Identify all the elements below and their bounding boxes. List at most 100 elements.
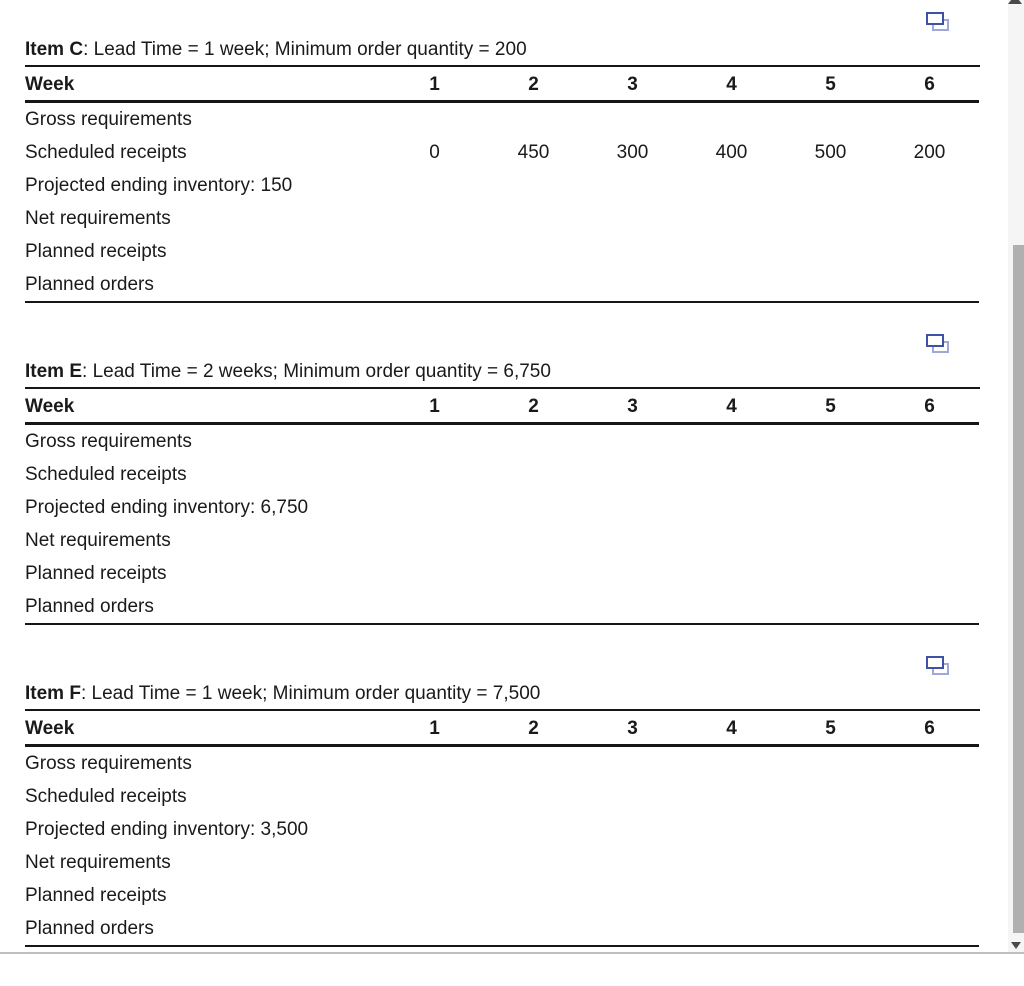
item-f-section: Item F: Lead Time = 1 week; Minimum orde…: [0, 625, 1008, 947]
table-row: Net requirements: [25, 846, 979, 879]
mrp-table-item-e: Week 1 2 3 4 5 6 Gross requirements Sche…: [25, 389, 979, 625]
row-label: Planned receipts: [25, 240, 167, 262]
row-label: Gross requirements: [25, 752, 192, 774]
value-cell: [880, 169, 979, 202]
value-cell: [880, 524, 979, 557]
value-cell: [682, 169, 781, 202]
row-label: Projected ending inventory: 150: [25, 174, 293, 196]
value-cell: [781, 879, 880, 912]
value-cell: [583, 491, 682, 524]
value-cell: [682, 557, 781, 590]
value-cell: [583, 524, 682, 557]
value-cell: [385, 169, 484, 202]
week-number-header: 2: [484, 711, 583, 747]
table-row: Scheduled receipts: [25, 458, 979, 491]
week-number-header: 6: [880, 389, 979, 425]
row-label: Planned receipts: [25, 884, 167, 906]
value-cell: 300: [616, 141, 649, 163]
table-row: Planned orders: [25, 912, 979, 947]
value-cell: [880, 912, 979, 947]
value-cell: [583, 102, 682, 137]
value-cell: [583, 458, 682, 491]
copy-icon: [926, 12, 950, 35]
value-cell: [781, 846, 880, 879]
value-cell: [583, 846, 682, 879]
item-name: Item F: [25, 683, 81, 704]
value-cell: [583, 912, 682, 947]
mrp-table-item-f: Week 1 2 3 4 5 6 Gross requirements Sche…: [25, 711, 979, 947]
section-title: Item F: Lead Time = 1 week; Minimum orde…: [25, 682, 980, 711]
item-c-section: Item C: Lead Time = 1 week; Minimum orde…: [0, 0, 1008, 303]
week-number-header: 4: [682, 67, 781, 103]
week-column-header: Week: [25, 711, 385, 747]
table-row: Planned receipts: [25, 235, 979, 268]
week-number-header: 1: [385, 67, 484, 103]
value-cell: [385, 746, 484, 781]
value-cell: 400: [715, 141, 748, 163]
row-label: Net requirements: [25, 529, 171, 551]
table-row: Gross requirements: [25, 746, 979, 781]
scrollbar-thumb[interactable]: [1013, 245, 1024, 933]
value-cell: [385, 424, 484, 459]
scroll-down-icon[interactable]: [1011, 942, 1021, 949]
item-name: Item E: [25, 361, 83, 382]
copy-icon: [926, 656, 950, 679]
copy-table-button[interactable]: [926, 12, 950, 32]
value-cell: [880, 879, 979, 912]
table-row: Planned orders: [25, 590, 979, 625]
week-column-header: Week: [25, 389, 385, 425]
value-cell: [484, 912, 583, 947]
week-number-header: 2: [484, 67, 583, 103]
value-cell: [385, 879, 484, 912]
value-cell: 0: [429, 141, 440, 163]
item-f-toolbar: [0, 656, 1008, 676]
copy-table-button[interactable]: [926, 334, 950, 354]
value-cell: [781, 746, 880, 781]
value-cell: [583, 235, 682, 268]
value-cell: [484, 590, 583, 625]
value-cell: [583, 879, 682, 912]
value-cell: [781, 202, 880, 235]
scroll-up-icon[interactable]: [1008, 0, 1022, 4]
value-cell: [484, 235, 583, 268]
value-cell: [880, 202, 979, 235]
item-c-toolbar: [0, 12, 1008, 32]
value-cell: [880, 424, 979, 459]
row-label: Projected ending inventory: 6,750: [25, 496, 309, 518]
row-label: Projected ending inventory: 3,500: [25, 818, 309, 840]
value-cell: [781, 235, 880, 268]
value-cell: [880, 102, 979, 137]
table-row: Net requirements: [25, 202, 979, 235]
value-cell: [385, 202, 484, 235]
value-cell: [484, 102, 583, 137]
value-cell: [583, 590, 682, 625]
week-column-header: Week: [25, 67, 385, 103]
value-cell: [880, 557, 979, 590]
value-cell: [484, 424, 583, 459]
item-details: : Lead Time = 1 week; Minimum order quan…: [80, 683, 541, 704]
value-cell: [484, 746, 583, 781]
value-cell: [880, 235, 979, 268]
vertical-scrollbar[interactable]: [1008, 0, 1024, 952]
row-label: Gross requirements: [25, 108, 192, 130]
value-cell: [781, 491, 880, 524]
table-row: Scheduled receipts: [25, 780, 979, 813]
pane-bottom-border: [0, 952, 1024, 954]
value-cell: [484, 879, 583, 912]
value-cell: [385, 846, 484, 879]
value-cell: [484, 169, 583, 202]
week-header-row: Week 1 2 3 4 5 6: [25, 67, 979, 103]
copy-table-button[interactable]: [926, 656, 950, 676]
value-cell: [880, 458, 979, 491]
row-label: Planned orders: [25, 268, 385, 303]
value-cell: [682, 846, 781, 879]
section-title: Item E: Lead Time = 2 weeks; Minimum ord…: [25, 360, 980, 389]
value-cell: [385, 590, 484, 625]
value-cell: [484, 202, 583, 235]
value-cell: [880, 813, 979, 846]
value-cell: [781, 780, 880, 813]
table-row: Projected ending inventory: 3,500: [25, 813, 979, 846]
value-cell: [583, 202, 682, 235]
value-cell: [781, 590, 880, 625]
item-e-toolbar: [0, 334, 1008, 354]
